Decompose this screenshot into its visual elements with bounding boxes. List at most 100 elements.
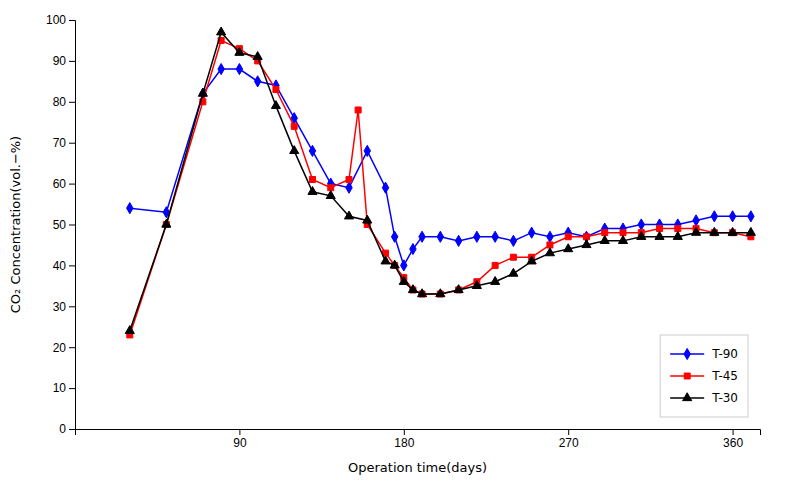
series-line — [130, 69, 751, 265]
point — [510, 254, 516, 260]
point — [346, 182, 352, 193]
point — [692, 227, 701, 235]
point — [309, 145, 315, 156]
tick-label: 180 — [394, 436, 414, 450]
tick-mark — [69, 184, 75, 185]
point — [710, 227, 719, 235]
point — [673, 232, 682, 240]
x-axis-title: Operation time(days) — [348, 460, 487, 475]
point — [401, 260, 407, 271]
tick-label: 20 — [53, 341, 67, 355]
legend-item: T-45 — [670, 369, 738, 383]
point — [363, 215, 372, 223]
axis-line — [69, 21, 76, 430]
point — [454, 285, 463, 293]
legend-item: T-90 — [670, 347, 738, 361]
point — [618, 236, 627, 244]
tick-label: 50 — [53, 218, 67, 232]
point — [509, 268, 518, 276]
tick-mark — [568, 429, 569, 435]
point — [418, 289, 427, 297]
legend-label: T-30 — [711, 391, 738, 405]
point — [528, 227, 534, 238]
tick-label: 90 — [233, 436, 247, 450]
point — [638, 219, 644, 230]
point — [510, 235, 516, 246]
point — [218, 63, 224, 74]
tick-label: 0 — [59, 422, 66, 436]
point — [127, 203, 133, 214]
point — [399, 276, 408, 284]
tick: 0 — [59, 422, 75, 436]
tick-mark — [69, 388, 75, 389]
point — [198, 88, 207, 96]
point — [326, 191, 335, 199]
point — [253, 52, 262, 60]
tick: 100 — [46, 13, 75, 27]
tick-label: 70 — [53, 136, 67, 150]
x-axis: 90180270360 — [76, 429, 761, 450]
tick-mark — [69, 20, 75, 21]
tick: 70 — [53, 136, 75, 150]
tick: 90 — [53, 54, 75, 68]
tick: 270 — [559, 429, 579, 450]
tick-label: 80 — [53, 95, 67, 109]
point — [162, 219, 171, 227]
tick-label: 60 — [53, 177, 67, 191]
legend-label: T-90 — [711, 347, 738, 361]
tick-label: 100 — [46, 13, 66, 27]
tick: 10 — [53, 381, 75, 395]
point — [236, 63, 242, 74]
point — [217, 27, 226, 35]
tick-mark — [239, 429, 240, 435]
point — [382, 182, 388, 193]
point — [582, 240, 591, 248]
y-axis: 0 10 20 30 40 50 60 70 80 90 100 — [46, 13, 76, 436]
point — [390, 260, 399, 268]
tick: 60 — [53, 177, 75, 191]
point — [410, 243, 416, 254]
point — [455, 235, 461, 246]
chart: 901802703600102030405060708090100T-90T-4… — [0, 0, 785, 484]
point — [711, 211, 717, 222]
tick-mark — [69, 306, 75, 307]
tick-mark — [69, 143, 75, 144]
series-line — [130, 40, 751, 334]
tick-label: 90 — [53, 54, 67, 68]
point — [309, 177, 315, 183]
point — [491, 276, 500, 284]
point — [290, 146, 299, 154]
tick-mark — [69, 347, 75, 348]
marks — [125, 27, 755, 338]
point — [472, 281, 481, 289]
tick: 50 — [53, 218, 75, 232]
tick-label: 10 — [53, 381, 67, 395]
point — [273, 87, 279, 93]
point — [437, 231, 443, 242]
tick-mark — [404, 429, 405, 435]
point — [693, 215, 699, 226]
point — [474, 231, 480, 242]
point — [655, 232, 664, 240]
tick-label: 40 — [53, 259, 67, 273]
point — [291, 123, 297, 129]
tick-mark — [69, 102, 75, 103]
point — [344, 211, 353, 219]
y-axis-title: CO₂ Concentration(vol.−%) — [8, 136, 23, 313]
legend-marker — [684, 348, 690, 359]
point — [235, 47, 244, 55]
tick-mark — [733, 429, 734, 435]
point — [254, 76, 260, 87]
point — [547, 231, 553, 242]
plot-area: 901802703600102030405060708090100T-90T-4… — [46, 13, 761, 449]
tick: 30 — [53, 300, 75, 314]
tick-mark — [69, 61, 75, 62]
point — [600, 236, 609, 244]
point — [381, 256, 390, 264]
point — [492, 231, 498, 242]
point — [346, 177, 352, 183]
point — [527, 256, 536, 264]
point — [436, 289, 445, 297]
point — [492, 262, 498, 268]
axis-line — [76, 430, 761, 436]
